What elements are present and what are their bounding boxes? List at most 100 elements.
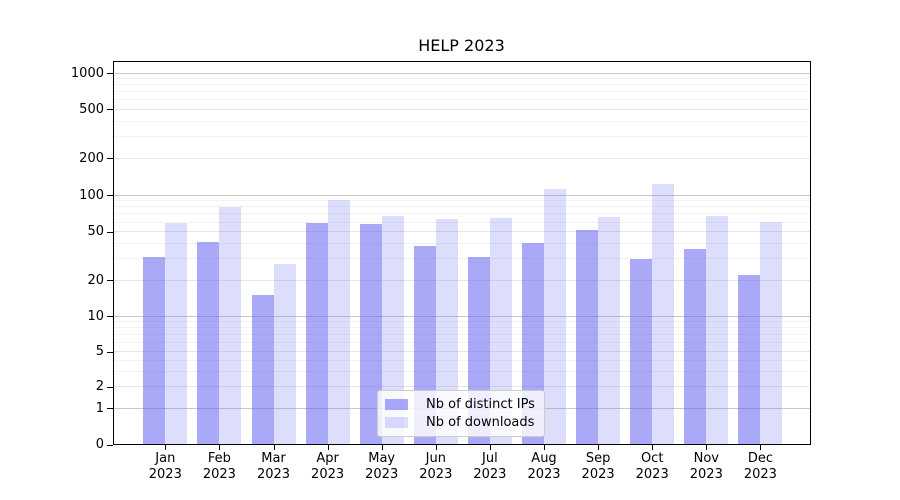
bar-distinct-ips — [359, 223, 382, 444]
x-tick-label-jun: Jun 2023 — [409, 451, 463, 483]
minor-gridline — [114, 200, 810, 202]
y-tick-mark — [107, 231, 113, 233]
x-tick-mark — [165, 445, 167, 450]
bar-distinct-ips — [305, 222, 328, 444]
major-gridline — [114, 315, 810, 317]
month-label: Jun — [425, 451, 446, 466]
x-tick-label-oct: Oct 2023 — [625, 451, 679, 483]
month-label: Oct — [640, 451, 664, 466]
year-label: 2023 — [635, 467, 669, 482]
minor-gridline — [114, 341, 810, 343]
y-tick-label: 0 — [95, 437, 104, 453]
major-gridline — [114, 72, 810, 74]
x-tick-label-sep: Sep 2023 — [571, 451, 625, 483]
x-tick-mark — [760, 445, 762, 450]
bar-downloads — [219, 206, 242, 444]
legend-swatch-downloads — [385, 417, 408, 428]
year-label: 2023 — [311, 467, 345, 482]
y-tick-label: 100 — [79, 187, 104, 203]
bar-downloads — [435, 218, 458, 444]
legend-row: Nb of distinct IPs — [385, 397, 535, 412]
y-tick-mark — [107, 158, 113, 160]
bar-downloads — [598, 217, 621, 444]
y-tick-mark — [107, 351, 113, 353]
mid-gridline — [114, 351, 810, 353]
y-tick-label: 2 — [95, 379, 104, 395]
x-tick-mark — [706, 445, 708, 450]
minor-gridline — [114, 333, 810, 335]
x-tick-mark — [381, 445, 383, 450]
y-tick-label: 5 — [95, 344, 104, 360]
x-tick-label-nov: Nov 2023 — [679, 451, 733, 483]
x-tick-mark — [273, 445, 275, 450]
mid-gridline — [114, 108, 810, 110]
month-label: Dec — [747, 451, 773, 466]
x-tick-mark — [544, 445, 545, 450]
bar-distinct-ips — [738, 274, 761, 444]
month-label: Jul — [482, 451, 498, 466]
x-tick-label-jul: Jul 2023 — [463, 451, 517, 483]
bar-downloads — [273, 264, 296, 444]
legend-row: Nb of downloads — [385, 415, 535, 430]
x-tick-label-aug: Aug 2023 — [517, 451, 571, 483]
month-label: Apr — [316, 451, 339, 466]
minor-gridline — [114, 120, 810, 122]
minor-gridline — [114, 359, 810, 361]
x-tick-label-dec: Dec 2023 — [733, 451, 787, 483]
legend-label: Nb of distinct IPs — [426, 397, 535, 412]
minor-gridline — [114, 84, 810, 86]
minor-gridline — [114, 78, 810, 80]
plot-area — [113, 61, 811, 445]
x-tick-label-apr: Apr 2023 — [301, 451, 355, 483]
month-label: Feb — [207, 451, 231, 466]
x-tick-label-jan: Jan 2023 — [138, 451, 192, 483]
minor-gridline — [114, 370, 810, 372]
bar-distinct-ips — [630, 258, 653, 444]
month-label: Mar — [261, 451, 286, 466]
bar-distinct-ips — [576, 229, 599, 444]
y-tick-mark — [107, 195, 113, 196]
x-tick-label-may: May 2023 — [355, 451, 409, 483]
year-label: 2023 — [473, 467, 507, 482]
y-tick-mark — [107, 316, 113, 317]
x-tick-mark — [219, 445, 221, 450]
bar-downloads — [706, 216, 729, 444]
x-tick-mark — [327, 445, 329, 450]
y-tick-label: 200 — [79, 150, 104, 166]
year-label: 2023 — [365, 467, 399, 482]
major-gridline — [114, 194, 810, 196]
legend: Nb of distinct IPs Nb of downloads — [377, 390, 545, 437]
month-label: Sep — [585, 451, 611, 466]
y-tick-label: 20 — [87, 272, 104, 288]
bar-distinct-ips — [251, 294, 274, 444]
y-tick-mark — [107, 73, 113, 75]
y-tick-mark — [107, 444, 113, 446]
minor-gridline — [114, 136, 810, 138]
bar-downloads — [760, 222, 783, 444]
y-tick-mark — [107, 280, 113, 281]
y-tick-mark — [107, 408, 113, 409]
bar-downloads — [652, 183, 675, 444]
x-tick-mark — [435, 445, 437, 450]
chart-title: HELP 2023 — [418, 36, 505, 55]
month-label: Jan — [155, 451, 176, 466]
y-tick-mark — [107, 109, 113, 111]
minor-gridline — [114, 221, 810, 223]
x-tick-mark — [598, 445, 600, 450]
year-label: 2023 — [202, 467, 236, 482]
minor-gridline — [114, 320, 810, 322]
year-label: 2023 — [527, 467, 561, 482]
bar-downloads — [544, 188, 566, 444]
year-label: 2023 — [148, 467, 182, 482]
minor-gridline — [114, 213, 810, 215]
legend-label: Nb of downloads — [426, 415, 535, 430]
bar-downloads — [327, 199, 350, 444]
minor-gridline — [114, 206, 810, 208]
bar-distinct-ips — [684, 249, 707, 444]
y-tick-label: 10 — [87, 308, 104, 324]
mid-gridline — [114, 386, 810, 388]
bar-downloads — [165, 222, 188, 444]
bar-downloads — [381, 216, 404, 444]
legend-swatch-distinct-ips — [385, 399, 408, 410]
